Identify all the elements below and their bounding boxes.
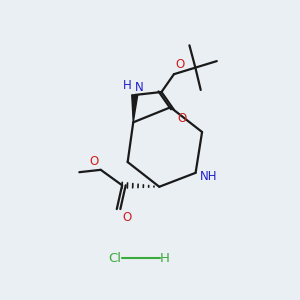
- Text: H: H: [122, 79, 131, 92]
- Text: O: O: [177, 112, 186, 125]
- Text: O: O: [89, 155, 98, 168]
- Text: Cl: Cl: [108, 252, 121, 265]
- Text: H: H: [160, 252, 170, 265]
- Text: N: N: [135, 81, 144, 94]
- Polygon shape: [132, 95, 138, 122]
- Text: O: O: [176, 58, 185, 71]
- Text: NH: NH: [200, 170, 217, 183]
- Text: O: O: [122, 212, 131, 224]
